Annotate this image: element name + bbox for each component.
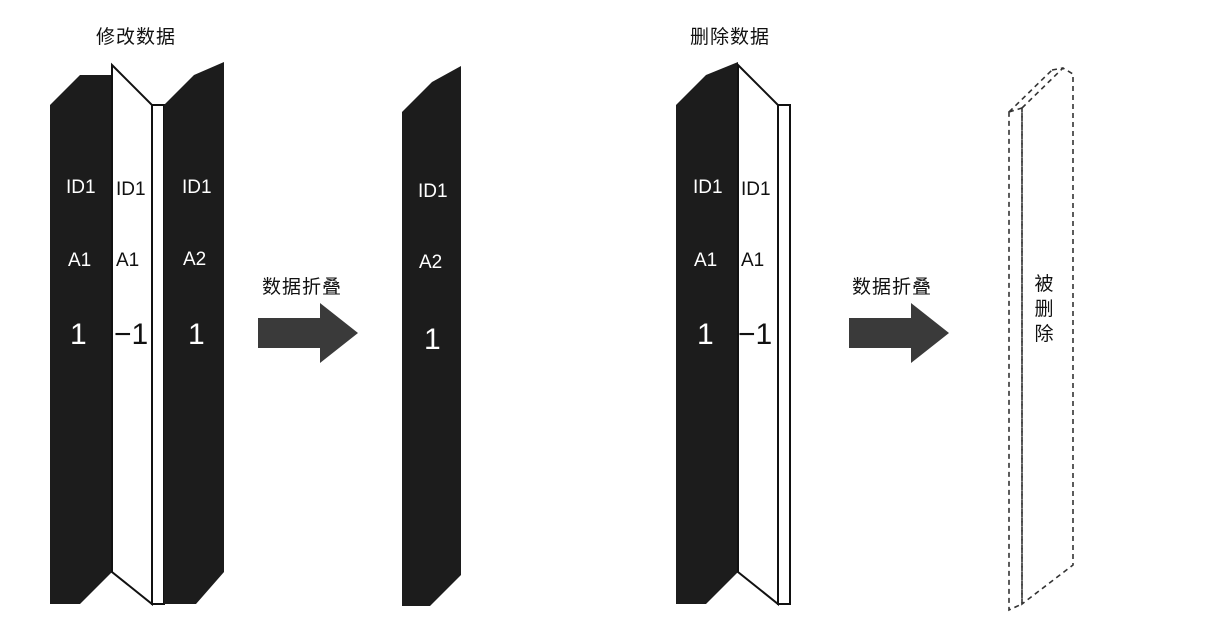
right-panel-1-id: ID1 bbox=[693, 177, 723, 198]
right-panel-2-value: −1 bbox=[738, 318, 773, 351]
panel-3-value: 1 bbox=[188, 318, 205, 351]
panel-1-id: ID1 bbox=[66, 177, 96, 198]
panel-3-attr: A2 bbox=[183, 249, 207, 270]
deleted-label-char-3: 除 bbox=[1034, 323, 1054, 345]
panel-2-value: −1 bbox=[114, 318, 149, 351]
arrow-1-label: 数据折叠 bbox=[262, 276, 343, 298]
arrow-2-label: 数据折叠 bbox=[852, 276, 933, 298]
right-light-panel-edge bbox=[777, 104, 791, 605]
left-dark-panel-1 bbox=[50, 75, 112, 604]
left-folded-panels bbox=[50, 62, 224, 607]
arrow-2 bbox=[849, 303, 949, 363]
left-dark-panel-2 bbox=[164, 62, 224, 604]
deleted-label-char-2: 删 bbox=[1034, 298, 1054, 320]
left-title: 修改数据 bbox=[96, 26, 177, 48]
right-folded-panels bbox=[676, 62, 791, 607]
result-attr: A2 bbox=[419, 252, 443, 273]
right-panel-1-attr: A1 bbox=[694, 250, 718, 271]
right-panel-2-attr: A1 bbox=[741, 250, 765, 271]
result-id: ID1 bbox=[418, 181, 448, 202]
result-value: 1 bbox=[424, 323, 441, 356]
panel-3-id: ID1 bbox=[182, 177, 212, 198]
deleted-panel-dashed bbox=[1008, 66, 1074, 612]
deleted-label-char-1: 被 bbox=[1034, 273, 1054, 295]
right-title: 删除数据 bbox=[690, 26, 771, 48]
right-panel-2-id: ID1 bbox=[741, 179, 771, 200]
right-dark-panel bbox=[676, 62, 738, 604]
panel-2-attr: A1 bbox=[116, 250, 140, 271]
deleted-label: 被 删 除 bbox=[1033, 272, 1055, 347]
arrow-1 bbox=[258, 303, 358, 363]
panel-1-value: 1 bbox=[70, 318, 87, 351]
panel-1-attr: A1 bbox=[68, 250, 92, 271]
left-result-panel bbox=[402, 66, 461, 606]
panel-2-id: ID1 bbox=[116, 179, 146, 200]
left-light-panel-edge bbox=[151, 104, 165, 605]
right-panel-1-value: 1 bbox=[697, 318, 714, 351]
